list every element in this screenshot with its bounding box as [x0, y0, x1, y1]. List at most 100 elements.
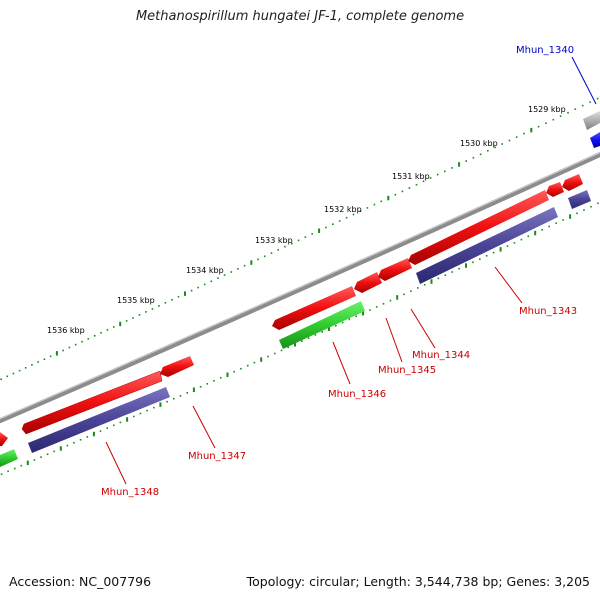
minor-tick	[335, 324, 337, 327]
major-tick	[192, 387, 195, 392]
minor-tick	[237, 268, 239, 270]
major-tick	[26, 460, 29, 466]
major-tick	[362, 310, 364, 316]
minor-tick	[138, 314, 141, 316]
feature-blue-arrow[interactable]	[590, 132, 600, 148]
feature-purple-arrow[interactable]	[568, 190, 591, 209]
minor-tick	[307, 337, 310, 339]
minor-tick	[49, 355, 52, 358]
minor-tick	[0, 378, 2, 380]
minor-tick	[43, 358, 46, 360]
minor-tick	[436, 173, 439, 176]
minor-tick	[548, 225, 550, 228]
major-tick	[126, 417, 129, 422]
major-tick	[569, 214, 572, 219]
leader-line-mhun-1345	[385, 317, 403, 363]
minor-tick	[487, 150, 489, 152]
feature-lane-green	[0, 301, 365, 467]
minor-tick	[321, 331, 323, 333]
minor-tick	[190, 289, 193, 292]
minor-tick	[277, 249, 279, 251]
feature-green-arrow[interactable]	[0, 449, 18, 467]
leader-line-mhun-1346	[332, 341, 351, 385]
feature-purple-arrow[interactable]	[416, 207, 558, 284]
gene-label-mhun-1346[interactable]: Mhun_1346	[328, 389, 386, 400]
feature-red-arrow[interactable]	[378, 258, 412, 281]
scale-label-1534: 1534 kbp	[186, 266, 224, 275]
minor-tick	[415, 183, 418, 186]
feature-purple-arrow[interactable]	[28, 387, 170, 453]
minor-tick	[46, 453, 49, 455]
minor-tick	[348, 318, 351, 321]
minor-tick	[545, 122, 547, 124]
minor-tick	[99, 430, 102, 432]
minor-tick	[576, 212, 578, 215]
feature-green-arrow[interactable]	[279, 301, 365, 349]
feature-red-arrow[interactable]	[408, 190, 549, 265]
feature-red-arrow[interactable]	[562, 174, 583, 191]
minor-tick	[132, 317, 134, 319]
major-tick	[430, 279, 433, 284]
minor-tick	[18, 369, 21, 372]
minor-tick	[410, 290, 412, 292]
minor-tick	[74, 343, 77, 346]
major-tick	[530, 127, 533, 133]
minor-tick	[197, 286, 199, 289]
minor-tick	[12, 372, 15, 375]
minor-tick	[113, 326, 115, 328]
genome-backbone	[0, 151, 600, 424]
minor-tick	[373, 203, 376, 206]
minor-tick	[31, 364, 33, 366]
feature-red-arrow[interactable]	[160, 356, 194, 377]
minor-tick	[597, 202, 599, 205]
minor-tick	[423, 283, 426, 286]
minor-tick	[158, 305, 160, 307]
major-tick	[59, 446, 62, 451]
major-tick	[396, 295, 399, 300]
minor-tick	[311, 233, 313, 235]
minor-tick	[291, 242, 293, 245]
minor-tick	[240, 367, 242, 370]
minor-tick	[73, 441, 75, 444]
minor-tick	[596, 97, 599, 100]
minor-tick	[217, 277, 219, 279]
leader-line-mhun-1343	[494, 266, 523, 304]
feature-red-arrow[interactable]	[0, 432, 8, 446]
minor-tick	[366, 207, 369, 209]
minor-tick	[429, 177, 432, 179]
feature-lane-red	[0, 174, 583, 446]
feature-red-arrow[interactable]	[21, 370, 163, 435]
major-tick	[294, 342, 296, 347]
scale-label-1531: 1531 kbp	[392, 172, 430, 181]
minor-tick	[513, 242, 516, 244]
minor-tick	[527, 235, 530, 238]
minor-tick	[590, 205, 592, 208]
minor-tick	[86, 436, 89, 438]
feature-red-arrow[interactable]	[546, 182, 564, 197]
gene-label-mhun-1347[interactable]: Mhun_1347	[188, 451, 246, 462]
minor-tick	[508, 139, 511, 142]
major-tick	[260, 357, 263, 362]
minor-tick	[355, 315, 357, 318]
minor-tick	[341, 321, 344, 324]
feature-red-arrow[interactable]	[354, 272, 382, 293]
minor-tick	[153, 406, 155, 409]
gene-label-mhun-1343[interactable]: Mhun_1343	[519, 306, 577, 317]
major-tick	[318, 228, 321, 233]
minor-tick	[270, 252, 273, 254]
minor-tick	[574, 108, 577, 110]
scale-label-1529: 1529 kbp	[528, 105, 566, 114]
gene-label-mhun-1348[interactable]: Mhun_1348	[101, 487, 159, 498]
minor-tick	[223, 274, 226, 276]
gene-label-mhun-1340[interactable]: Mhun_1340	[516, 45, 574, 56]
minor-tick	[555, 222, 557, 224]
minor-tick	[359, 210, 362, 212]
minor-tick	[465, 160, 467, 162]
feature-red-arrow[interactable]	[272, 286, 356, 330]
feature-gray-arrow[interactable]	[583, 111, 600, 130]
gene-label-mhun-1345[interactable]: Mhun_1345	[378, 365, 436, 376]
minor-tick	[253, 361, 256, 364]
minor-tick	[203, 283, 206, 286]
gene-label-mhun-1344[interactable]: Mhun_1344	[412, 350, 470, 361]
